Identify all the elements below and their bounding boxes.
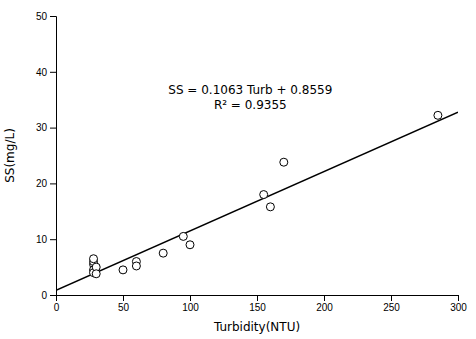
point — [260, 191, 268, 199]
marks — [56, 111, 458, 290]
y-tick-mark — [50, 239, 56, 240]
x-tick-label: 200 — [316, 302, 333, 313]
x-tick-mark — [391, 295, 392, 301]
x-axis-line — [57, 296, 459, 302]
x-axis: 0 50 100 150 200 250 300 — [54, 295, 468, 313]
point — [92, 270, 100, 278]
x-axis-title: Turbidity(NTU) — [213, 320, 300, 334]
y-tick: 40 — [36, 67, 56, 78]
y-tick-label: 10 — [36, 234, 48, 245]
point — [90, 255, 98, 263]
x-tick: 0 — [54, 295, 60, 313]
y-axis-title: SS(mg/L) — [3, 128, 17, 183]
x-tick: 150 — [249, 295, 266, 313]
x-tick-label: 300 — [450, 302, 467, 313]
y-tick-mark — [50, 16, 56, 17]
annotation: SS = 0.1063 Turb + 0.8559R² = 0.9355 — [168, 83, 332, 112]
y-tick-label: 50 — [36, 11, 48, 22]
y-axis: 0 10 20 30 40 50 — [36, 11, 57, 301]
point — [434, 111, 442, 119]
x-tick-label: 150 — [249, 302, 266, 313]
point — [119, 266, 127, 274]
y-tick: 30 — [36, 122, 56, 133]
chart: 0 50 100 150 200 250 300 0 10 20 30 40 50 SS = 0.1063… — [0, 0, 476, 339]
point — [266, 203, 274, 211]
point — [132, 262, 140, 270]
y-tick: 10 — [36, 234, 56, 245]
y-tick-label: 20 — [36, 178, 48, 189]
y-tick-mark — [50, 183, 56, 184]
y-tick-label: 40 — [36, 67, 48, 78]
y-tick-mark — [50, 295, 56, 296]
y-tick: 50 — [36, 11, 56, 22]
y-tick-label: 30 — [36, 122, 48, 133]
x-tick: 100 — [182, 295, 199, 313]
point — [179, 232, 187, 240]
x-tick: 300 — [450, 295, 467, 313]
x-tick-label: 50 — [118, 302, 130, 313]
regression-line — [56, 112, 458, 290]
y-axis-line — [50, 17, 57, 296]
x-tick-mark — [458, 295, 459, 301]
annotation-line: SS = 0.1063 Turb + 0.8559 — [168, 83, 332, 97]
x-tick-mark — [123, 295, 124, 301]
annotation-line: R² = 0.9355 — [214, 98, 287, 112]
plot: 0 50 100 150 200 250 300 0 10 20 30 40 50 SS = 0.1063… — [36, 11, 467, 313]
y-tick: 20 — [36, 178, 56, 189]
x-tick-mark — [324, 295, 325, 301]
point — [186, 241, 194, 249]
x-tick-label: 250 — [383, 302, 400, 313]
y-tick-mark — [50, 128, 56, 129]
y-tick-mark — [50, 72, 56, 73]
x-tick-label: 100 — [182, 302, 199, 313]
x-tick: 200 — [316, 295, 333, 313]
x-tick: 250 — [383, 295, 400, 313]
y-tick-label: 0 — [41, 290, 47, 301]
x-tick: 50 — [118, 295, 130, 313]
x-tick-mark — [190, 295, 191, 301]
x-tick-mark — [257, 295, 258, 301]
point — [280, 158, 288, 166]
y-tick: 0 — [41, 290, 56, 301]
x-tick-label: 0 — [54, 302, 60, 313]
point — [159, 249, 167, 257]
